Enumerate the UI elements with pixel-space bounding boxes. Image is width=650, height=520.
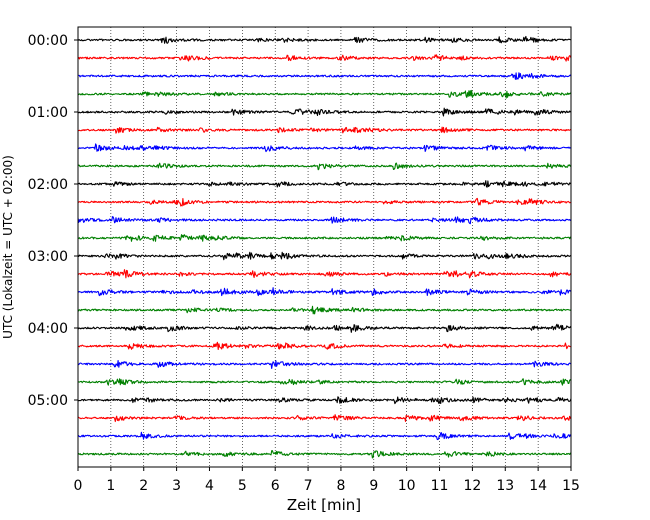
- trace-0500: [77, 396, 572, 405]
- trace-0330: [77, 287, 572, 297]
- vertical-gridlines: [110, 27, 539, 467]
- x-tick-label-1: 1: [106, 478, 115, 494]
- trace-0345: [77, 305, 572, 315]
- x-tick-label-0: 0: [74, 478, 83, 494]
- x-tick-label-2: 2: [139, 478, 148, 494]
- trace-0100: [77, 107, 571, 117]
- plot-background: [78, 27, 571, 467]
- x-tick-label-8: 8: [336, 478, 345, 494]
- trace-0200: [77, 180, 572, 188]
- x-tick-label-9: 9: [369, 478, 378, 494]
- x-tick-label-7: 7: [304, 478, 313, 494]
- trace-0215: [77, 197, 572, 207]
- x-tick-label-12: 12: [463, 478, 481, 494]
- x-tick-label-6: 6: [271, 478, 280, 494]
- x-tick-label-4: 4: [205, 478, 214, 494]
- y-tick-label-03:00: 03:00: [28, 249, 68, 265]
- x-axis-ticks: 0 1 2 3 4 5 6 7 8 9 10 11 12 13 14 15: [74, 467, 580, 494]
- trace-0245: [77, 234, 572, 242]
- y-tick-label-05:00: 05:00: [28, 393, 68, 409]
- x-tick-label-15: 15: [562, 478, 580, 494]
- trace-0445: [77, 378, 572, 386]
- trace-0430: [77, 359, 572, 369]
- trace-0300: [77, 251, 572, 261]
- y-axis-label: UTC (Lokalzeit = UTC + 02:00): [1, 155, 15, 339]
- x-tick-label-10: 10: [398, 478, 416, 494]
- x-tick-label-14: 14: [529, 478, 547, 494]
- trace-0530: [77, 431, 572, 441]
- y-tick-label-00:00: 00:00: [28, 33, 68, 49]
- trace-0315: [77, 269, 572, 279]
- y-axis-ticks: 00:00 01:00 02:00 03:00 04:00 05:00: [28, 33, 78, 409]
- trace-0230: [77, 216, 572, 225]
- x-tick-label-11: 11: [431, 478, 449, 494]
- seismogram-traces: [77, 35, 572, 459]
- y-tick-label-01:00: 01:00: [28, 105, 68, 121]
- trace-0000: [77, 35, 572, 44]
- y-tick-label-02:00: 02:00: [28, 177, 68, 193]
- trace-0130: [77, 143, 572, 153]
- trace-0415: [77, 341, 572, 351]
- x-axis-label: Zeit [min]: [287, 496, 361, 514]
- trace-0400: [77, 323, 572, 333]
- trace-0045: [77, 89, 572, 99]
- trace-0145: [77, 162, 572, 171]
- x-tick-label-5: 5: [238, 478, 247, 494]
- y-tick-label-04:00: 04:00: [28, 321, 68, 337]
- x-tick-label-3: 3: [172, 478, 181, 494]
- plot-frame: [77, 26, 572, 468]
- trace-0545: [77, 450, 572, 459]
- trace-0030: [77, 72, 572, 80]
- trace-0015: [77, 54, 572, 62]
- trace-0115: [77, 126, 572, 134]
- x-tick-label-13: 13: [496, 478, 514, 494]
- trace-0515: [77, 414, 572, 423]
